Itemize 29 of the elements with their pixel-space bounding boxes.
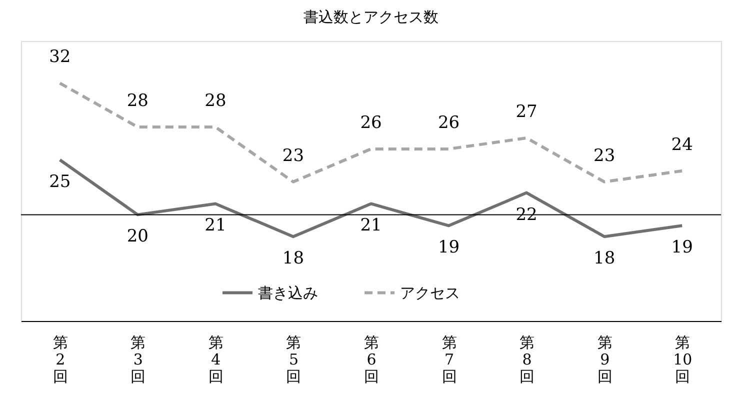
x-tick-label: 第10回	[673, 334, 692, 386]
chart-title: 書込数とアクセス数	[304, 8, 438, 26]
data-label: 25	[49, 172, 71, 192]
x-tick-label: 第7回	[442, 334, 457, 386]
data-label: 28	[126, 91, 148, 112]
data-label: 20	[126, 226, 148, 247]
data-label: 28	[204, 91, 226, 112]
x-tick-label: 第2回	[52, 334, 68, 386]
data-label: 23	[282, 146, 304, 166]
x-tick-label: 第5回	[286, 334, 302, 386]
data-label: 26	[360, 112, 382, 133]
legend-label: アクセス	[400, 284, 460, 302]
data-label: 19	[438, 238, 460, 258]
data-label: 21	[360, 216, 382, 236]
data-label: 18	[282, 248, 304, 269]
data-label: 24	[671, 134, 693, 155]
data-label: 18	[594, 248, 616, 269]
data-label: 26	[438, 112, 460, 133]
data-label: 23	[594, 146, 616, 166]
data-label: 32	[49, 47, 71, 68]
legend-label: 書き込み	[258, 284, 318, 302]
data-label: 19	[671, 238, 693, 258]
data-label: 21	[204, 216, 226, 236]
x-tick-label: 第6回	[364, 334, 379, 386]
x-tick-label: 第4回	[208, 334, 224, 386]
x-tick-label: 第9回	[597, 334, 612, 386]
x-tick-label: 第3回	[130, 334, 146, 386]
data-label: 27	[516, 102, 538, 122]
x-tick-label: 第8回	[520, 334, 535, 386]
